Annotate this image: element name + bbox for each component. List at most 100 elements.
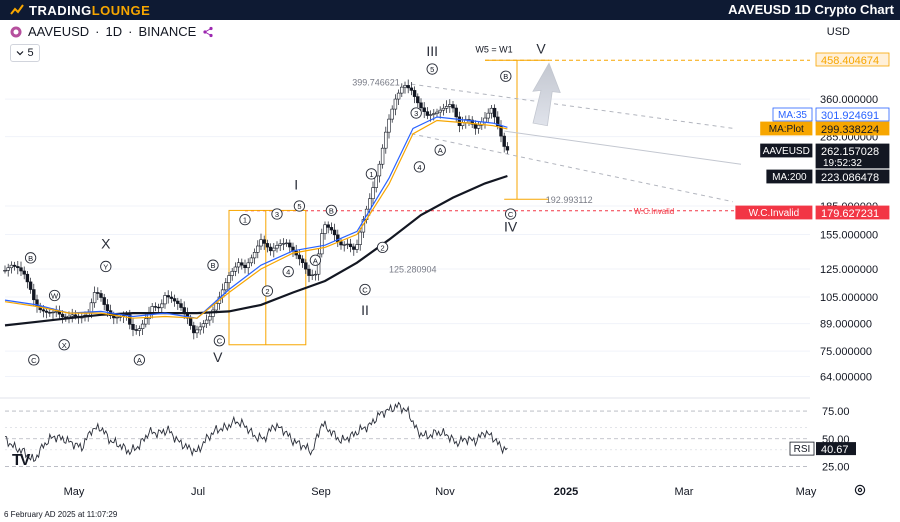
indicator-toggle[interactable]: 5 — [10, 44, 40, 62]
invalidation-price-tag-label: W.C.Invalid — [749, 208, 800, 219]
candle-body — [112, 315, 116, 319]
candle-body — [307, 268, 311, 276]
wave-v-roman-low: V — [213, 349, 223, 365]
wave-5-label-marker — [293, 200, 306, 212]
brand-text-2: LOUNGE — [91, 2, 151, 18]
invalidation-price-tag-box — [815, 205, 890, 220]
y-tick-label: 155.000000 — [820, 229, 878, 241]
tradingview-logo: TV — [12, 452, 31, 469]
candle-body — [6, 267, 10, 271]
candle-body — [246, 262, 250, 269]
candle-body — [12, 264, 17, 267]
candle-body — [371, 187, 375, 200]
candle-body — [473, 123, 478, 129]
wave-c4-label-marker — [504, 208, 517, 220]
w5-equals-w1-label: W5 = W1 — [475, 44, 512, 54]
candle-body — [268, 246, 273, 252]
ma35-price-tag-box — [815, 107, 890, 122]
y-tick-label: 75.000000 — [820, 346, 872, 358]
candle-body — [416, 96, 420, 104]
rsi-tick-label: 75.00 — [822, 406, 850, 418]
x-tick-label: May — [64, 486, 85, 498]
candle-body — [483, 117, 487, 123]
wave-a-label: A — [137, 356, 142, 365]
candle-body — [156, 306, 161, 309]
currency-label[interactable]: USD — [826, 26, 850, 38]
candle-body — [262, 239, 266, 244]
ma200-price-tag-box — [815, 169, 890, 184]
candle-body — [32, 289, 36, 301]
rsi-label: RSI — [794, 444, 811, 455]
candle-body — [92, 292, 97, 304]
candle-body — [428, 114, 433, 116]
symbol-exchange: BINANCE — [138, 24, 197, 39]
wave-2-label-marker — [261, 285, 274, 297]
symbol-name[interactable]: AAVEUSD — [28, 24, 90, 39]
candle-body — [272, 247, 276, 252]
candle-body — [236, 262, 241, 268]
candle-body — [99, 293, 103, 298]
wave-4b-label-marker — [413, 161, 426, 173]
wave-1b-label: 1 — [369, 170, 373, 179]
last-price-tag-box — [815, 143, 890, 169]
last-price-tag-label-box — [760, 143, 813, 158]
wave-2-label: 2 — [265, 287, 269, 296]
wave-iv-roman: IV — [504, 218, 518, 234]
candle-body — [390, 108, 394, 120]
symbol-interval[interactable]: 1D — [105, 24, 123, 39]
candle-body — [406, 85, 410, 89]
wave-ii-roman: II — [361, 302, 369, 318]
wave-a3-label-marker — [309, 254, 322, 266]
price-axis: 360.000000285.000000185.000000155.000000… — [735, 52, 890, 384]
candle-body — [380, 147, 385, 165]
channel-lower-line — [411, 133, 734, 203]
candle-body — [448, 104, 452, 107]
candle-body — [441, 107, 446, 111]
wave-1-label: 1 — [243, 216, 247, 225]
wave-3b-label: 3 — [414, 109, 418, 118]
wave-w-label-marker — [48, 289, 61, 302]
candle-body — [470, 119, 474, 125]
candle-body — [310, 274, 314, 276]
invalidation-price-tag-value: 179.627231 — [821, 208, 879, 220]
wave-y-label-marker — [100, 260, 112, 273]
wave-i-roman: I — [294, 177, 298, 193]
maplot-price-tag-label: MA:Plot — [769, 124, 804, 135]
wave1-measure-box — [228, 209, 307, 346]
candle-body — [438, 109, 442, 113]
x-tick-label: May — [796, 486, 817, 498]
candle-body — [278, 243, 282, 246]
candle-body — [249, 257, 254, 264]
wave-4b-label: 4 — [417, 163, 421, 172]
candle-body — [425, 111, 430, 116]
candle-body — [240, 262, 244, 266]
wave-2b-label-marker — [376, 241, 389, 254]
candle-body — [192, 325, 196, 334]
candle-body — [284, 242, 289, 245]
candle-body — [342, 244, 346, 246]
candle-body — [16, 266, 20, 269]
candle-body — [188, 317, 193, 326]
candle-body — [457, 116, 462, 127]
share-icon[interactable] — [202, 26, 214, 38]
moving-averages — [4, 116, 508, 327]
candle-body — [201, 323, 206, 328]
settings-icon[interactable] — [854, 484, 866, 496]
chevron-down-icon — [17, 51, 24, 56]
wave-1-label-marker — [239, 213, 251, 226]
candle-body — [204, 319, 209, 324]
wave-b4-label-marker — [500, 70, 512, 82]
x-tick-label: 2025 — [554, 486, 578, 498]
candle-body — [409, 87, 414, 91]
candle-body — [208, 316, 212, 321]
candle-body — [355, 244, 359, 250]
candle-body — [323, 224, 327, 234]
candle-body — [115, 316, 119, 319]
symbol-legend[interactable]: AAVEUSD · 1D · BINANCE — [10, 24, 214, 39]
candle-body — [169, 296, 174, 299]
candle-body — [3, 269, 7, 272]
candle-body — [70, 314, 74, 317]
candle-body — [412, 90, 417, 97]
brand-text-1: TRADING — [29, 2, 92, 18]
